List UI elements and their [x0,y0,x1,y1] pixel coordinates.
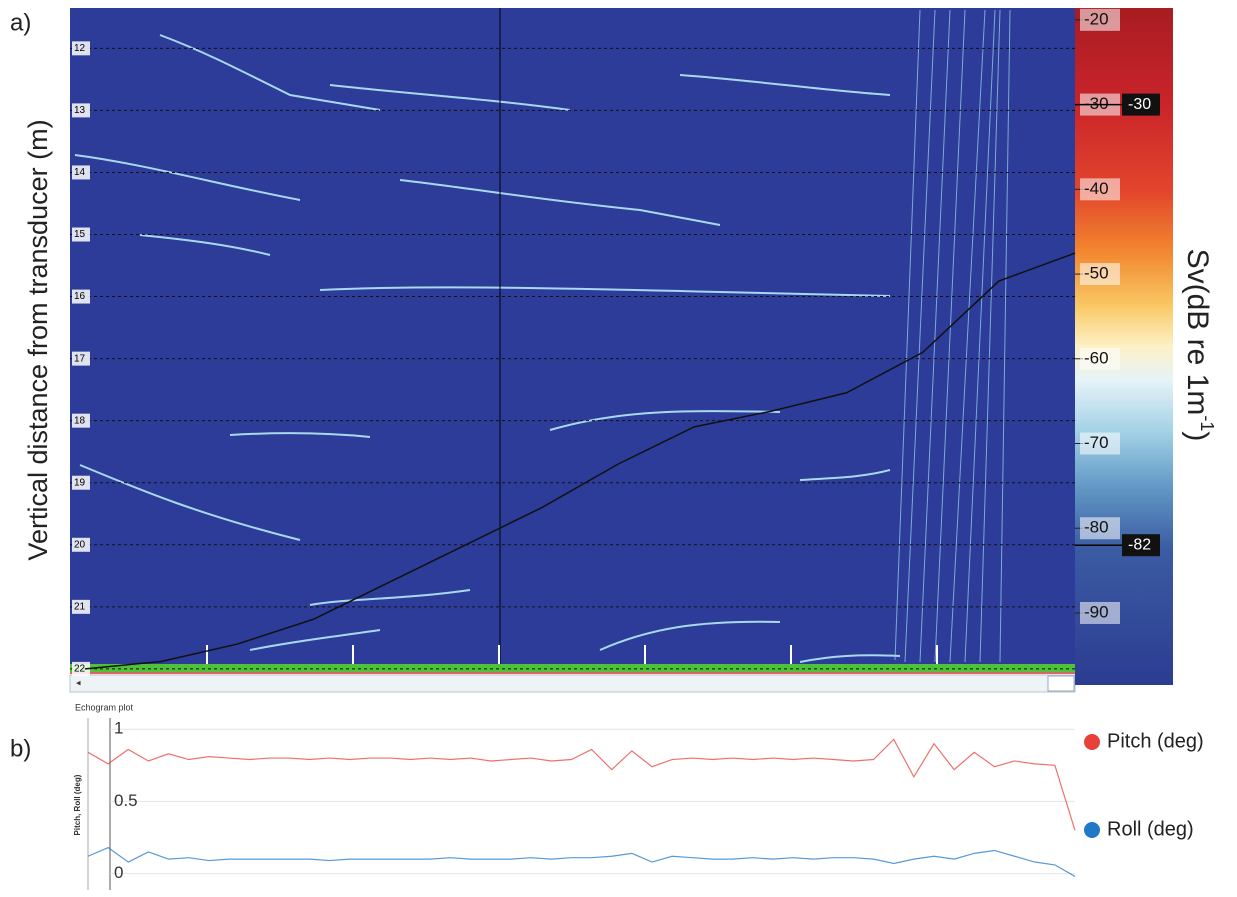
colorbar-tick-box [1080,178,1120,201]
y-tick-label: 12 [74,43,86,54]
colorbar-tick-box [1080,432,1120,455]
plot-b-background [88,722,1075,890]
y-axis-label: Pitch, Roll (deg) [73,774,82,835]
colorbar-tick-box [1080,517,1120,540]
y-tick-box [72,41,90,56]
y-tick-label: 20 [74,539,86,550]
series-line [87,846,1076,877]
y-tick-box [72,103,90,118]
series-line [87,738,1076,831]
threshold-box [1122,534,1160,557]
y-tick-box [72,661,90,676]
y-tick-label: 18 [74,415,86,426]
colorbar-tick-label: -40 [1084,179,1109,198]
y-tick-label: 19 [74,477,86,488]
y-tick-label: 15 [74,229,86,240]
y-tick-box [72,165,90,180]
y-tick-box [72,227,90,242]
legend-marker [1084,822,1100,838]
y-tick-box [72,289,90,304]
panel-label: a) [10,9,31,36]
threshold-label: -30 [1128,96,1151,113]
colorbar-tick-box [1080,347,1120,370]
echogram-texture [74,34,901,663]
colorbar-tick-label: -30 [1084,94,1109,113]
legend-label: Roll (deg) [1107,818,1194,840]
colorbar-label: Sv(dB re 1m-1) [1181,249,1217,442]
panel-label: b) [10,735,31,762]
y-tick-label: 16 [74,291,86,302]
colorbar-tick-box [1080,601,1120,624]
y-tick-box [72,413,90,428]
panel-title: Echogram plot [75,702,134,712]
threshold-box [1122,93,1160,116]
y-tick-label: 13 [74,105,86,116]
legend-marker [1084,734,1100,750]
y-tick-label: 0 [114,863,123,882]
bottom-strip [70,664,1075,672]
colorbar-label-part: -1 [1197,415,1217,431]
colorbar-label-part: ) [1181,431,1214,441]
y-tick-label: 0.5 [114,791,138,810]
legend-label: Pitch (deg) [1107,730,1204,752]
y-tick-box [72,537,90,552]
colorbar-tick-label: -50 [1084,264,1109,283]
colorbar-tick-label: -60 [1084,348,1109,367]
colorbar-tick-label: -90 [1084,602,1109,621]
y-tick-label: 21 [74,601,86,612]
y-tick-label: 22 [74,664,86,675]
time-ticks [206,645,938,664]
scrollbar[interactable] [69,674,1076,693]
scroll-arrow[interactable]: ◂ [76,677,81,687]
y-tick-label: 1 [114,719,123,738]
y-tick-box [72,475,90,490]
y-tick-box [72,599,90,614]
colorbar-tick-box [1080,8,1120,31]
y-tick-label: 14 [74,167,86,178]
threshold-label: -82 [1128,536,1151,553]
colorbar-tick-box [1080,263,1120,286]
echogram-texture-vertical [894,9,1011,663]
depth-trace [84,252,1076,670]
colorbar [1075,8,1173,685]
colorbar-tick-label: -70 [1084,433,1109,452]
y-tick-label: 17 [74,353,86,364]
y-axis-label: Vertical distance from transducer (m) [23,119,53,560]
y-tick-box [72,351,90,366]
colorbar-tick-label: -20 [1084,9,1109,28]
colorbar-label-part: Sv(dB re 1m [1181,249,1214,416]
scrollbar-thumb[interactable] [1047,675,1075,692]
colorbar-tick-label: -80 [1084,518,1109,537]
